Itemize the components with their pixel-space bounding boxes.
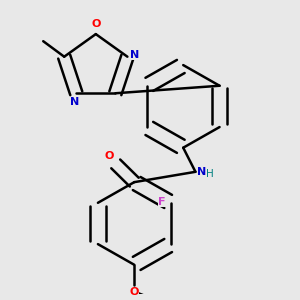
Text: H: H <box>206 169 214 178</box>
Text: N: N <box>130 50 140 60</box>
Text: F: F <box>158 197 165 207</box>
Text: O: O <box>105 151 114 161</box>
Text: O: O <box>91 19 101 29</box>
Text: O: O <box>130 287 139 297</box>
Text: N: N <box>197 167 206 177</box>
Text: N: N <box>70 97 79 107</box>
